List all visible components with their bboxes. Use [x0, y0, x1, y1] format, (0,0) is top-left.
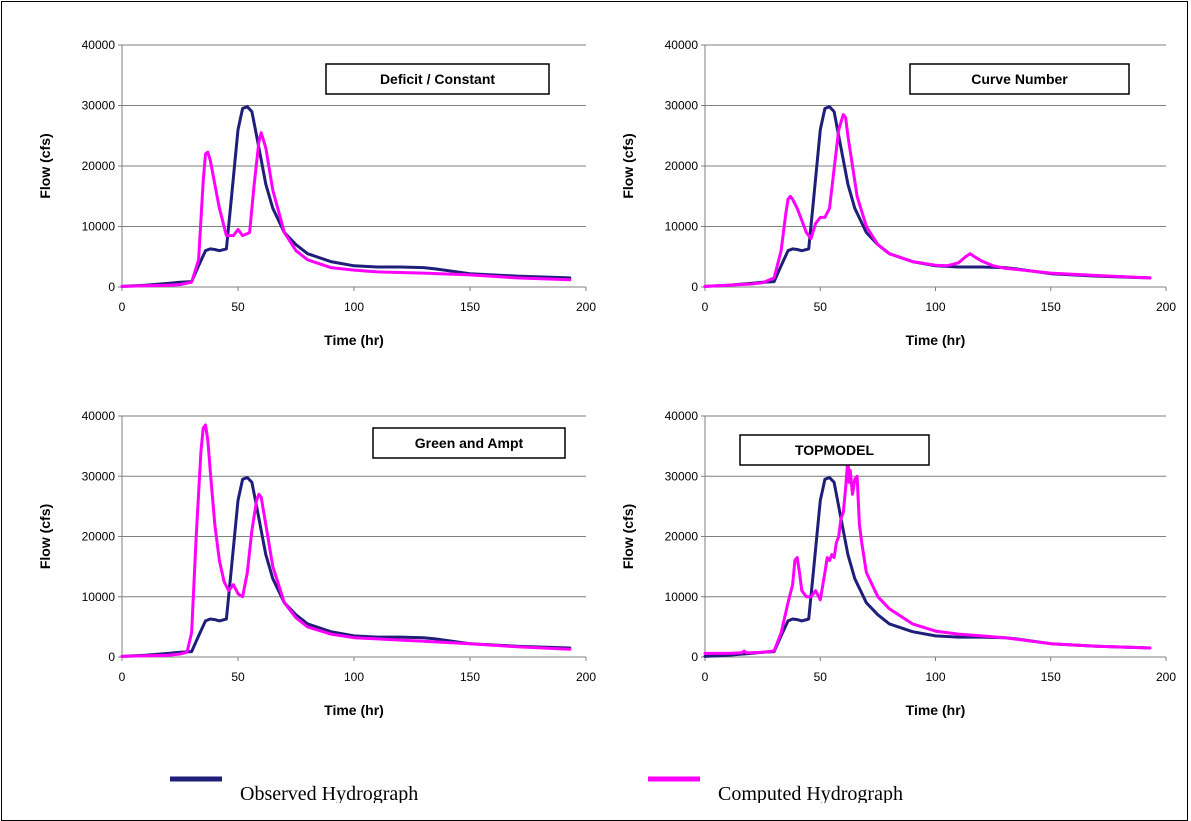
- x-tick-label: 150: [460, 300, 480, 314]
- y-tick-label: 40000: [665, 409, 699, 423]
- y-tick-label: 30000: [665, 99, 699, 113]
- legend-computed-label: Computed Hydrograph: [718, 783, 903, 803]
- series-line-computed: [120, 423, 572, 658]
- x-tick-label: 200: [1156, 300, 1176, 314]
- chart-title-box: [739, 434, 930, 466]
- chart-title: Curve Number: [971, 71, 1068, 87]
- x-tick-label: 50: [814, 670, 828, 684]
- y-tick-label: 20000: [82, 530, 116, 544]
- x-axis-label: Time (hr): [324, 702, 384, 718]
- x-tick-label: 100: [925, 670, 945, 684]
- chart-title-box: [325, 63, 550, 95]
- series-line-computed: [703, 456, 1152, 655]
- y-tick-label: 30000: [82, 99, 116, 113]
- x-tick-label: 200: [576, 300, 596, 314]
- chart-panel-3: 0 10000 20000 30000 40000 0 50 100 150 200 Time (h…: [37, 409, 596, 718]
- y-tick-label: 10000: [82, 590, 116, 604]
- x-tick-label: 0: [119, 300, 126, 314]
- x-tick-label: 50: [814, 300, 828, 314]
- x-tick-label: 150: [460, 670, 480, 684]
- y-tick-label: 0: [108, 280, 115, 294]
- legend: Observed Hydrograph Computed Hydrograph: [170, 776, 903, 803]
- y-tick-label: 10000: [665, 590, 699, 604]
- y-axis-label: Flow (cfs): [620, 504, 636, 569]
- chart-title-box: [909, 63, 1130, 95]
- y-tick-label: 20000: [665, 530, 699, 544]
- series-line-observed: [120, 105, 572, 288]
- y-tick-label: 10000: [82, 220, 116, 234]
- chart-panel-2: 0 10000 20000 30000 40000 0 50 100 150 200 Time (h…: [620, 38, 1176, 348]
- legend-observed-label: Observed Hydrograph: [240, 783, 418, 803]
- x-tick-label: 200: [1156, 670, 1176, 684]
- x-tick-label: 150: [1041, 670, 1061, 684]
- y-axis-label: Flow (cfs): [37, 504, 53, 569]
- y-tick-label: 20000: [665, 159, 699, 173]
- chart-title: Deficit / Constant: [380, 71, 495, 87]
- series-line-computed: [703, 113, 1152, 288]
- chart-panel-1: 0 10000 20000 30000 40000 0 50 100 150 200 Time (h…: [37, 38, 596, 348]
- y-tick-label: 10000: [665, 220, 699, 234]
- x-tick-label: 50: [231, 670, 245, 684]
- x-tick-label: 0: [119, 670, 126, 684]
- x-tick-label: 150: [1041, 300, 1061, 314]
- y-tick-label: 30000: [82, 469, 116, 483]
- chart-panel-4: 0 10000 20000 30000 40000 0 50 100 150 200 Time (h…: [620, 409, 1176, 718]
- chart-title: Green and Ampt: [415, 435, 524, 451]
- y-tick-label: 0: [691, 650, 698, 664]
- x-tick-label: 0: [702, 670, 709, 684]
- x-tick-label: 100: [925, 300, 945, 314]
- x-tick-label: 0: [702, 300, 709, 314]
- chart-title-box: [372, 427, 566, 459]
- x-axis-label: Time (hr): [324, 332, 384, 348]
- y-tick-label: 0: [108, 650, 115, 664]
- y-tick-label: 40000: [665, 38, 699, 52]
- y-tick-label: 20000: [82, 159, 116, 173]
- series-line-observed: [703, 105, 1152, 288]
- y-axis-label: Flow (cfs): [620, 133, 636, 198]
- chart-title: TOPMODEL: [795, 442, 875, 458]
- x-tick-label: 100: [344, 670, 364, 684]
- y-tick-label: 40000: [82, 409, 116, 423]
- y-axis-label: Flow (cfs): [37, 133, 53, 198]
- x-tick-label: 200: [576, 670, 596, 684]
- y-tick-label: 40000: [82, 38, 116, 52]
- x-tick-label: 50: [231, 300, 245, 314]
- x-axis-label: Time (hr): [906, 702, 966, 718]
- y-tick-label: 30000: [665, 469, 699, 483]
- x-tick-label: 100: [344, 300, 364, 314]
- y-tick-label: 0: [691, 280, 698, 294]
- series-line-observed: [120, 476, 572, 658]
- series-line-computed: [120, 131, 572, 288]
- x-axis-label: Time (hr): [906, 332, 966, 348]
